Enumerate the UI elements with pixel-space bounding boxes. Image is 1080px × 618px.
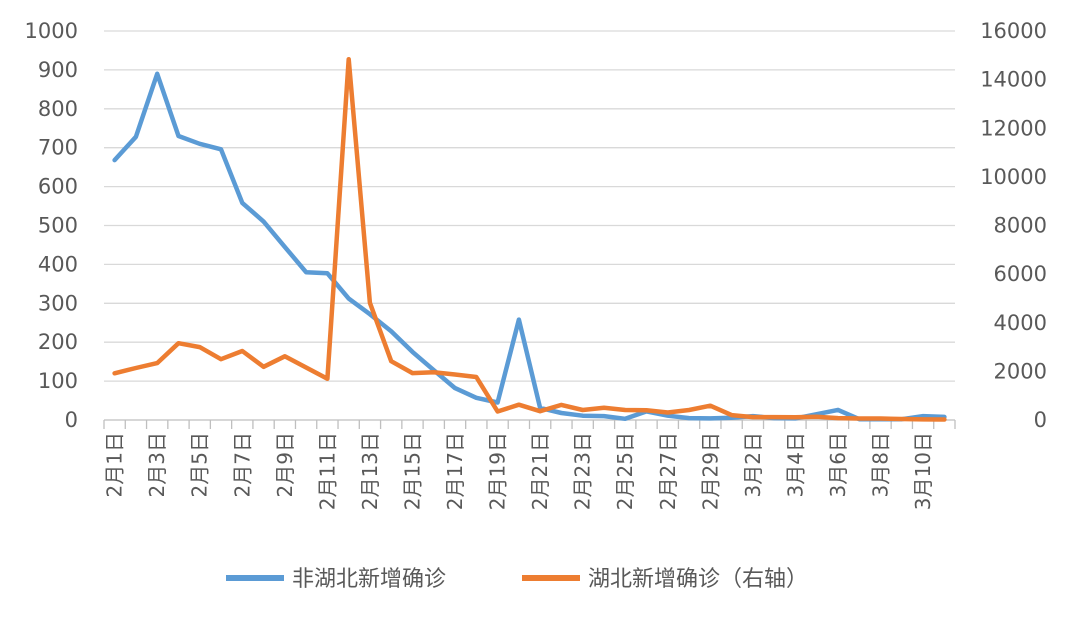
- left-axis-ticks: 0 100 200 300 400 500 600 700 800 900 1000: [25, 19, 78, 432]
- left-tick-label: 600: [38, 175, 78, 199]
- x-tick-label: 3月2日: [741, 432, 765, 497]
- left-tick-label: 800: [38, 97, 78, 121]
- x-tick-label: 2月27日: [656, 432, 680, 510]
- series-line-2: [112, 56, 947, 422]
- x-tick-label: 2月1日: [103, 432, 127, 497]
- left-tick-label: 400: [38, 252, 78, 276]
- legend-label-series-2: 湖北新增确诊（右轴）: [588, 567, 808, 592]
- x-tick-label: 2月21日: [528, 432, 552, 510]
- x-tick-label: 3月10日: [911, 432, 935, 510]
- right-tick-label: 12000: [980, 116, 1047, 140]
- right-tick-label: 10000: [980, 165, 1047, 189]
- x-tick-label: 3月8日: [869, 432, 893, 497]
- right-tick-label: 2000: [994, 359, 1047, 383]
- x-tick-label: 2月19日: [486, 432, 510, 510]
- x-tick-label: 2月15日: [400, 432, 424, 510]
- x-tick-label: 2月7日: [230, 432, 254, 497]
- series-lines: [112, 56, 947, 422]
- gridlines: [104, 30, 955, 382]
- x-tick-label: 2月23日: [571, 432, 595, 510]
- x-tick-label: 3月6日: [826, 432, 850, 497]
- x-tick-label: 2月5日: [188, 432, 212, 497]
- left-tick-label: 900: [38, 58, 78, 82]
- left-tick-label: 300: [38, 291, 78, 315]
- right-tick-label: 6000: [994, 262, 1047, 286]
- x-tick-label: 2月25日: [613, 432, 637, 510]
- series-line-1: [112, 71, 947, 422]
- left-tick-label: 700: [38, 136, 78, 160]
- right-axis-ticks: 0 2000 4000 6000 8000 10000 12000 14000 16000: [980, 19, 1047, 432]
- x-axis: 2月1日 2月3日 2月5日 2月7日 2月9日 2月11日 2月13日 2月15日 2月17日…: [103, 419, 956, 510]
- x-tick-label: 2月9日: [273, 432, 297, 497]
- right-tick-label: 8000: [994, 214, 1047, 238]
- x-tick-label: 3月4日: [783, 432, 807, 497]
- x-tick-label: 2月17日: [443, 432, 467, 510]
- left-tick-label: 1000: [25, 19, 78, 43]
- legend: 非湖北新增确诊 湖北新增确诊（右轴）: [226, 567, 808, 592]
- right-tick-label: 0: [1034, 408, 1047, 432]
- x-tick-label: 2月11日: [315, 432, 339, 510]
- right-tick-label: 4000: [994, 311, 1047, 335]
- legend-label-series-1: 非湖北新增确诊: [292, 567, 446, 592]
- left-tick-label: 500: [38, 214, 78, 238]
- left-tick-label: 0: [65, 408, 78, 432]
- right-tick-label: 16000: [980, 19, 1047, 43]
- x-tick-label: 2月29日: [698, 432, 722, 510]
- x-tick-label: 2月3日: [145, 432, 169, 497]
- left-tick-label: 200: [38, 330, 78, 354]
- x-tick-label: 2月13日: [358, 432, 382, 510]
- left-tick-label: 100: [38, 369, 78, 393]
- series-points-2: [114, 59, 945, 420]
- right-tick-label: 14000: [980, 68, 1047, 92]
